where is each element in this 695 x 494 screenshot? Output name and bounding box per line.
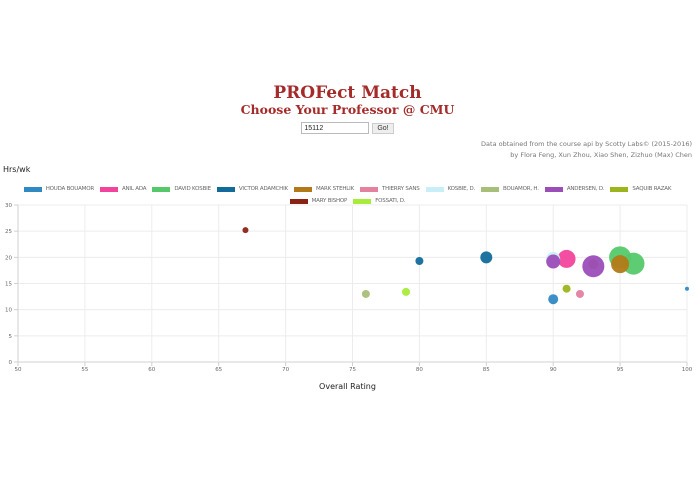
data-point[interactable] [548, 294, 559, 305]
x-tick-label: 85 [483, 367, 490, 373]
course-number-input[interactable] [301, 122, 370, 134]
data-source-credit: Data obtained from the course api by Sco… [481, 140, 692, 148]
legend-item[interactable]: MARK STEHLIK [293, 184, 354, 196]
legend-row: MARY BISHOP FOSSATI, D. [0, 196, 695, 208]
y-tick-label: 10 [5, 308, 12, 314]
legend-label: ANIL ADA [121, 186, 147, 192]
y-tick-label: 0 [9, 360, 13, 366]
authors-credit: by Flora Feng, Xun Zhou, Xiao Shen, Zizh… [510, 151, 692, 159]
data-points [242, 227, 689, 305]
x-tick-label: 65 [215, 367, 222, 373]
legend-swatch-icon [99, 187, 118, 192]
y-tick-label: 25 [5, 229, 12, 235]
x-tick-label: 75 [349, 367, 356, 373]
legend-swatch-icon [610, 187, 629, 192]
legend-label: SAQUIB RAZAK [632, 186, 672, 192]
legend-swatch-icon [353, 198, 372, 204]
chart-legend: HOUDA BOUAMOR ANIL ADA DAVID KOSBIE VICTOR … [0, 184, 695, 208]
data-point[interactable] [546, 254, 561, 269]
legend-swatch-icon [544, 187, 563, 192]
legend-label: VICTOR ADAMCHIK [238, 186, 288, 192]
legend-label: MARK STEHLIK [315, 186, 354, 192]
search-form: Go! [0, 122, 695, 134]
data-point[interactable] [557, 249, 576, 268]
y-tick-label: 15 [5, 282, 12, 288]
x-tick-label: 90 [550, 367, 557, 373]
y-axis-title: Hrs/wk [3, 165, 31, 174]
data-point[interactable] [611, 255, 630, 274]
x-tick-label: 55 [81, 367, 88, 373]
bubble-chart: 0 5 10 15 20 25 30 50 55 60 65 70 75 80 85 90 95 100 [5, 203, 693, 373]
x-tick-label: 100 [682, 367, 693, 373]
data-point[interactable] [242, 227, 249, 234]
legend-item[interactable]: DAVID KOSBIE [152, 184, 211, 196]
legend-label: THIERRY SANS [382, 186, 420, 192]
axis-ticks: 0 5 10 15 20 25 30 50 55 60 65 70 75 80 85 90 95 100 [5, 203, 693, 373]
data-point[interactable] [622, 252, 645, 275]
legend-label: DAVID KOSBIE [174, 186, 211, 192]
legend-swatch-icon [289, 198, 308, 204]
x-tick-label: 95 [617, 367, 624, 373]
legend-item[interactable]: BOUAMOR, H. [481, 184, 539, 196]
legend-label: ANDERSEN, D. [566, 186, 605, 192]
x-tick-label: 50 [15, 367, 22, 373]
page-subtitle: Choose Your Professor @ CMU [240, 102, 455, 117]
x-axis-title: Overall Rating [319, 382, 376, 391]
legend-swatch-icon [481, 187, 500, 192]
legend-label: BOUAMOR, H. [503, 186, 539, 192]
data-point[interactable] [402, 287, 411, 296]
legend-label: HOUDA BOUAMOR [45, 186, 94, 192]
legend-item[interactable]: THIERRY SANS [360, 184, 420, 196]
data-point[interactable] [480, 251, 493, 264]
legend-item[interactable]: MARY BISHOP [289, 196, 348, 208]
legend-item[interactable]: HOUDA BOUAMOR [23, 184, 94, 196]
legend-item[interactable]: ANIL ADA [99, 184, 147, 196]
data-point[interactable] [562, 284, 571, 293]
data-point[interactable] [575, 289, 584, 298]
legend-swatch-icon [152, 187, 171, 192]
x-tick-label: 70 [282, 367, 289, 373]
legend-item[interactable]: VICTOR ADAMCHIK [216, 184, 288, 196]
legend-swatch-icon [216, 187, 235, 192]
legend-item[interactable]: FOSSATI, D. [353, 196, 406, 208]
page-title: PROFect Match [273, 83, 422, 103]
data-point[interactable] [685, 286, 689, 291]
legend-swatch-icon [293, 187, 312, 192]
x-tick-label: 60 [148, 367, 155, 373]
legend-row: HOUDA BOUAMOR ANIL ADA DAVID KOSBIE VICTOR … [0, 184, 695, 196]
data-point[interactable] [361, 289, 370, 298]
chart-grid [14, 204, 688, 366]
legend-item[interactable]: KOSBIE, D. [425, 184, 476, 196]
legend-label: KOSBIE, D. [447, 186, 476, 192]
data-point[interactable] [582, 255, 605, 278]
y-tick-label: 5 [9, 334, 13, 340]
legend-swatch-icon [23, 187, 42, 192]
legend-label: FOSSATI, D. [375, 197, 406, 204]
x-tick-label: 80 [416, 367, 423, 373]
legend-label: MARY BISHOP [311, 197, 348, 204]
y-tick-label: 20 [5, 255, 12, 261]
go-button[interactable]: Go! [372, 122, 394, 134]
y-tick-label: 30 [5, 203, 12, 209]
data-point[interactable] [415, 256, 424, 265]
legend-item[interactable]: ANDERSEN, D. [544, 184, 605, 196]
legend-swatch-icon [425, 187, 444, 192]
legend-item[interactable]: SAQUIB RAZAK [610, 184, 671, 196]
legend-swatch-icon [360, 187, 378, 192]
